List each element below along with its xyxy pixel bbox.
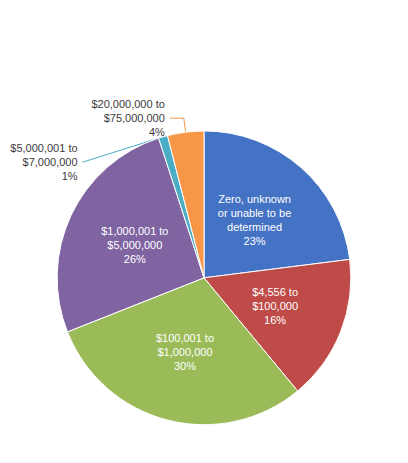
svg-text:$5,000,001 to: $5,000,001 to (10, 142, 77, 154)
svg-text:$7,000,000: $7,000,000 (23, 156, 78, 168)
svg-text:23%: 23% (244, 235, 266, 247)
svg-text:$5,000,000: $5,000,000 (107, 239, 162, 251)
svg-text:$100,000: $100,000 (252, 300, 298, 312)
svg-text:1%: 1% (62, 170, 78, 182)
svg-text:30%: 30% (174, 360, 196, 372)
svg-text:4%: 4% (149, 126, 165, 138)
svg-text:$1,000,000: $1,000,000 (157, 346, 212, 358)
svg-text:$100,001 to: $100,001 to (156, 332, 214, 344)
svg-text:26%: 26% (124, 253, 146, 265)
svg-text:Zero, unknown: Zero, unknown (218, 193, 291, 205)
svg-text:16%: 16% (264, 314, 286, 326)
svg-text:determined: determined (227, 221, 282, 233)
svg-text:or unable to be: or unable to be (218, 207, 291, 219)
svg-text:$20,000,000 to: $20,000,000 to (91, 98, 164, 110)
svg-text:$4,556 to: $4,556 to (252, 286, 298, 298)
svg-text:$75,000,000: $75,000,000 (104, 112, 165, 124)
svg-text:$1,000,001 to: $1,000,001 to (101, 225, 168, 237)
